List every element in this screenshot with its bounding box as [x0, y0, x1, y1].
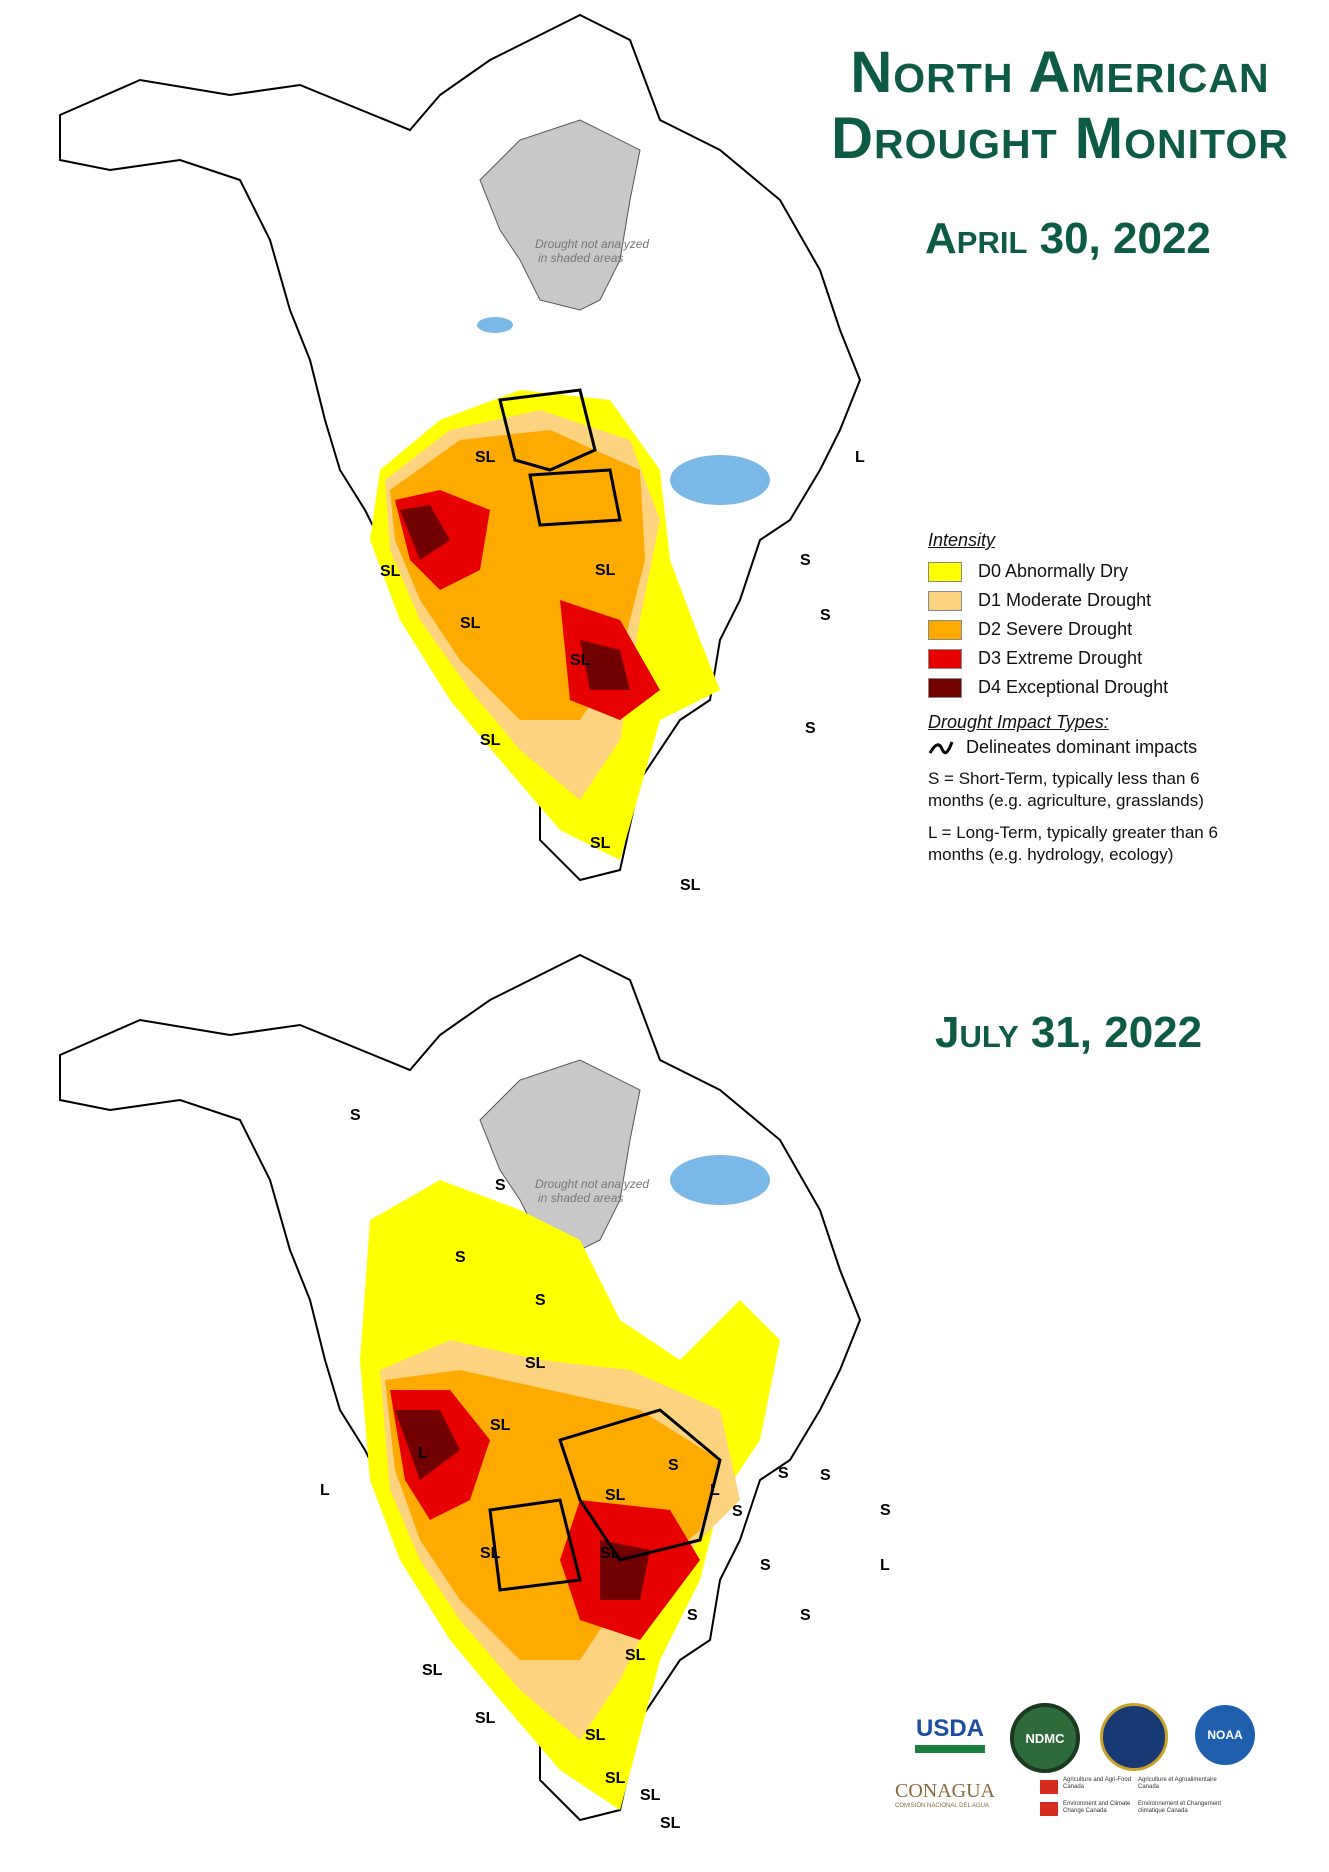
commerce-seal-icon: [1100, 1703, 1168, 1771]
impact-label: SL: [422, 1662, 443, 1679]
not-analyzed-region: [479, 119, 641, 311]
great-lakes: [670, 455, 770, 505]
impact-label: L: [880, 1557, 890, 1574]
legend-row-d2: D2 Severe Drought: [928, 615, 1258, 644]
usda-text: USDA: [915, 1715, 984, 1742]
impact-label: SL: [680, 877, 701, 894]
impact-label: S: [350, 1107, 361, 1124]
legend-impact-title: Drought Impact Types:: [928, 712, 1109, 732]
legend-long-term: L = Long-Term, typically greater than 6 …: [928, 823, 1218, 864]
impact-label: S: [820, 1467, 831, 1484]
impact-label: SL: [585, 1727, 606, 1744]
legend-swatch-d0: [928, 561, 962, 582]
conagua-text: CONAGUA: [895, 1780, 995, 1802]
legend-short-term: S = Short-Term, typically less than 6 mo…: [928, 769, 1204, 810]
impact-label: S: [805, 720, 816, 737]
impact-label: S: [455, 1249, 466, 1266]
impact-label: L: [418, 1445, 428, 1462]
drought-map-april: Drought not analyzed in shaded areas SL …: [59, 13, 865, 894]
impact-label: SL: [640, 1787, 661, 1804]
impact-label: L: [320, 1482, 330, 1499]
impact-label: SL: [600, 1545, 621, 1562]
impact-label: S: [760, 1557, 771, 1574]
impact-label: S: [732, 1503, 743, 1520]
legend-swatch-d4: [928, 677, 962, 698]
not-analyzed-note-2: in shaded areas: [538, 251, 623, 265]
impact-label: SL: [605, 1770, 626, 1787]
usda-logo: USDA: [915, 1715, 985, 1753]
d4-area: [395, 1410, 650, 1600]
impact-label: SL: [605, 1487, 626, 1504]
agriculture-canada-fr: Agriculture et Agroalimentaire Canada: [1138, 1777, 1217, 1790]
impact-label: L: [710, 1482, 720, 1499]
legend-label-d4: D4 Exceptional Drought: [978, 677, 1169, 697]
impact-label: S: [535, 1292, 546, 1309]
impact-line-icon: [928, 740, 954, 754]
impact-label: S: [880, 1502, 891, 1519]
noaa-logo: NOAA: [1195, 1705, 1255, 1765]
agriculture-canada-en: Agriculture and Agri-Food Canada: [1063, 1777, 1132, 1790]
legend-label-d1: D1 Moderate Drought: [978, 590, 1152, 610]
legend-row-d4: D4 Exceptional Drought: [928, 673, 1258, 702]
not-analyzed-note-1: Drought not analyzed: [535, 237, 649, 251]
legend-swatch-d2: [928, 619, 962, 640]
d4-area: [400, 505, 630, 690]
environment-canada-fr: Environnement et Changement climatique C…: [1138, 1801, 1222, 1814]
impact-label: S: [495, 1177, 506, 1194]
map-legend: Intensity D0 Abnormally Dry D1 Moderate …: [928, 530, 1258, 866]
ndmc-logo: NDMC: [1010, 1703, 1080, 1773]
legend-row-d1: D1 Moderate Drought: [928, 586, 1258, 615]
legend-label-d3: D3 Extreme Drought: [978, 648, 1143, 668]
partner-logos: USDA NDMC NOAA CONAGUA COMISIÓN NACIONAL…: [895, 1695, 1315, 1835]
impact-label: L: [855, 449, 865, 466]
page-title: North American Drought Monitor: [831, 40, 1289, 171]
impact-label: SL: [460, 615, 481, 632]
not-analyzed-note-2: in shaded areas: [538, 1191, 623, 1205]
map-date-july: July 31, 2022: [935, 1008, 1203, 1057]
legend-swatch-d3: [928, 648, 962, 669]
impact-label: S: [820, 607, 831, 624]
impact-label: SL: [475, 449, 496, 466]
hudson-bay-lake: [477, 317, 513, 333]
legend-delineates: Delineates dominant impacts: [966, 737, 1198, 757]
conagua-logo: CONAGUA COMISIÓN NACIONAL DEL AGUA: [895, 1780, 1030, 1809]
impact-label: S: [800, 1607, 811, 1624]
impact-label: SL: [480, 1545, 501, 1562]
legend-label-d2: D2 Severe Drought: [978, 619, 1133, 639]
impact-label: SL: [625, 1647, 646, 1664]
map-date-april: April 30, 2022: [925, 214, 1211, 263]
canada-flag-icon: [1040, 1802, 1058, 1816]
not-analyzed-note-1: Drought not analyzed: [535, 1177, 649, 1191]
environment-canada-en: Environment and Climate Change Canada: [1063, 1801, 1131, 1814]
impact-label: SL: [380, 563, 401, 580]
not-analyzed-region: [479, 1059, 641, 1251]
impact-label: SL: [595, 562, 616, 579]
usda-bar: [915, 1745, 985, 1753]
legend-row-d3: D3 Extreme Drought: [928, 644, 1258, 673]
legend-swatch-d1: [928, 590, 962, 611]
conagua-subtext: COMISIÓN NACIONAL DEL AGUA: [895, 1803, 989, 1809]
impact-outline: [498, 388, 622, 527]
impact-label: S: [668, 1457, 679, 1474]
drought-map-july: Drought not analyzed in shaded areas S S…: [59, 953, 891, 1832]
legend-label-d0: D0 Abnormally Dry: [978, 561, 1129, 581]
impact-label: SL: [490, 1417, 511, 1434]
impact-label: S: [778, 1465, 789, 1482]
legend-row-d0: D0 Abnormally Dry: [928, 557, 1258, 586]
canada-flag-icon: [1040, 1780, 1058, 1794]
impact-label: SL: [660, 1815, 681, 1832]
impact-label: S: [800, 552, 811, 569]
impact-label: SL: [480, 732, 501, 749]
impact-label: S: [687, 1607, 698, 1624]
impact-label: SL: [570, 652, 591, 669]
impact-label: SL: [525, 1355, 546, 1372]
impact-label: SL: [475, 1710, 496, 1727]
great-lakes: [670, 1155, 770, 1205]
legend-delineates-row: Delineates dominant impacts: [928, 737, 1258, 758]
impact-label: SL: [590, 835, 611, 852]
legend-intensity-title: Intensity: [928, 530, 996, 550]
impact-outline: [488, 1408, 722, 1592]
